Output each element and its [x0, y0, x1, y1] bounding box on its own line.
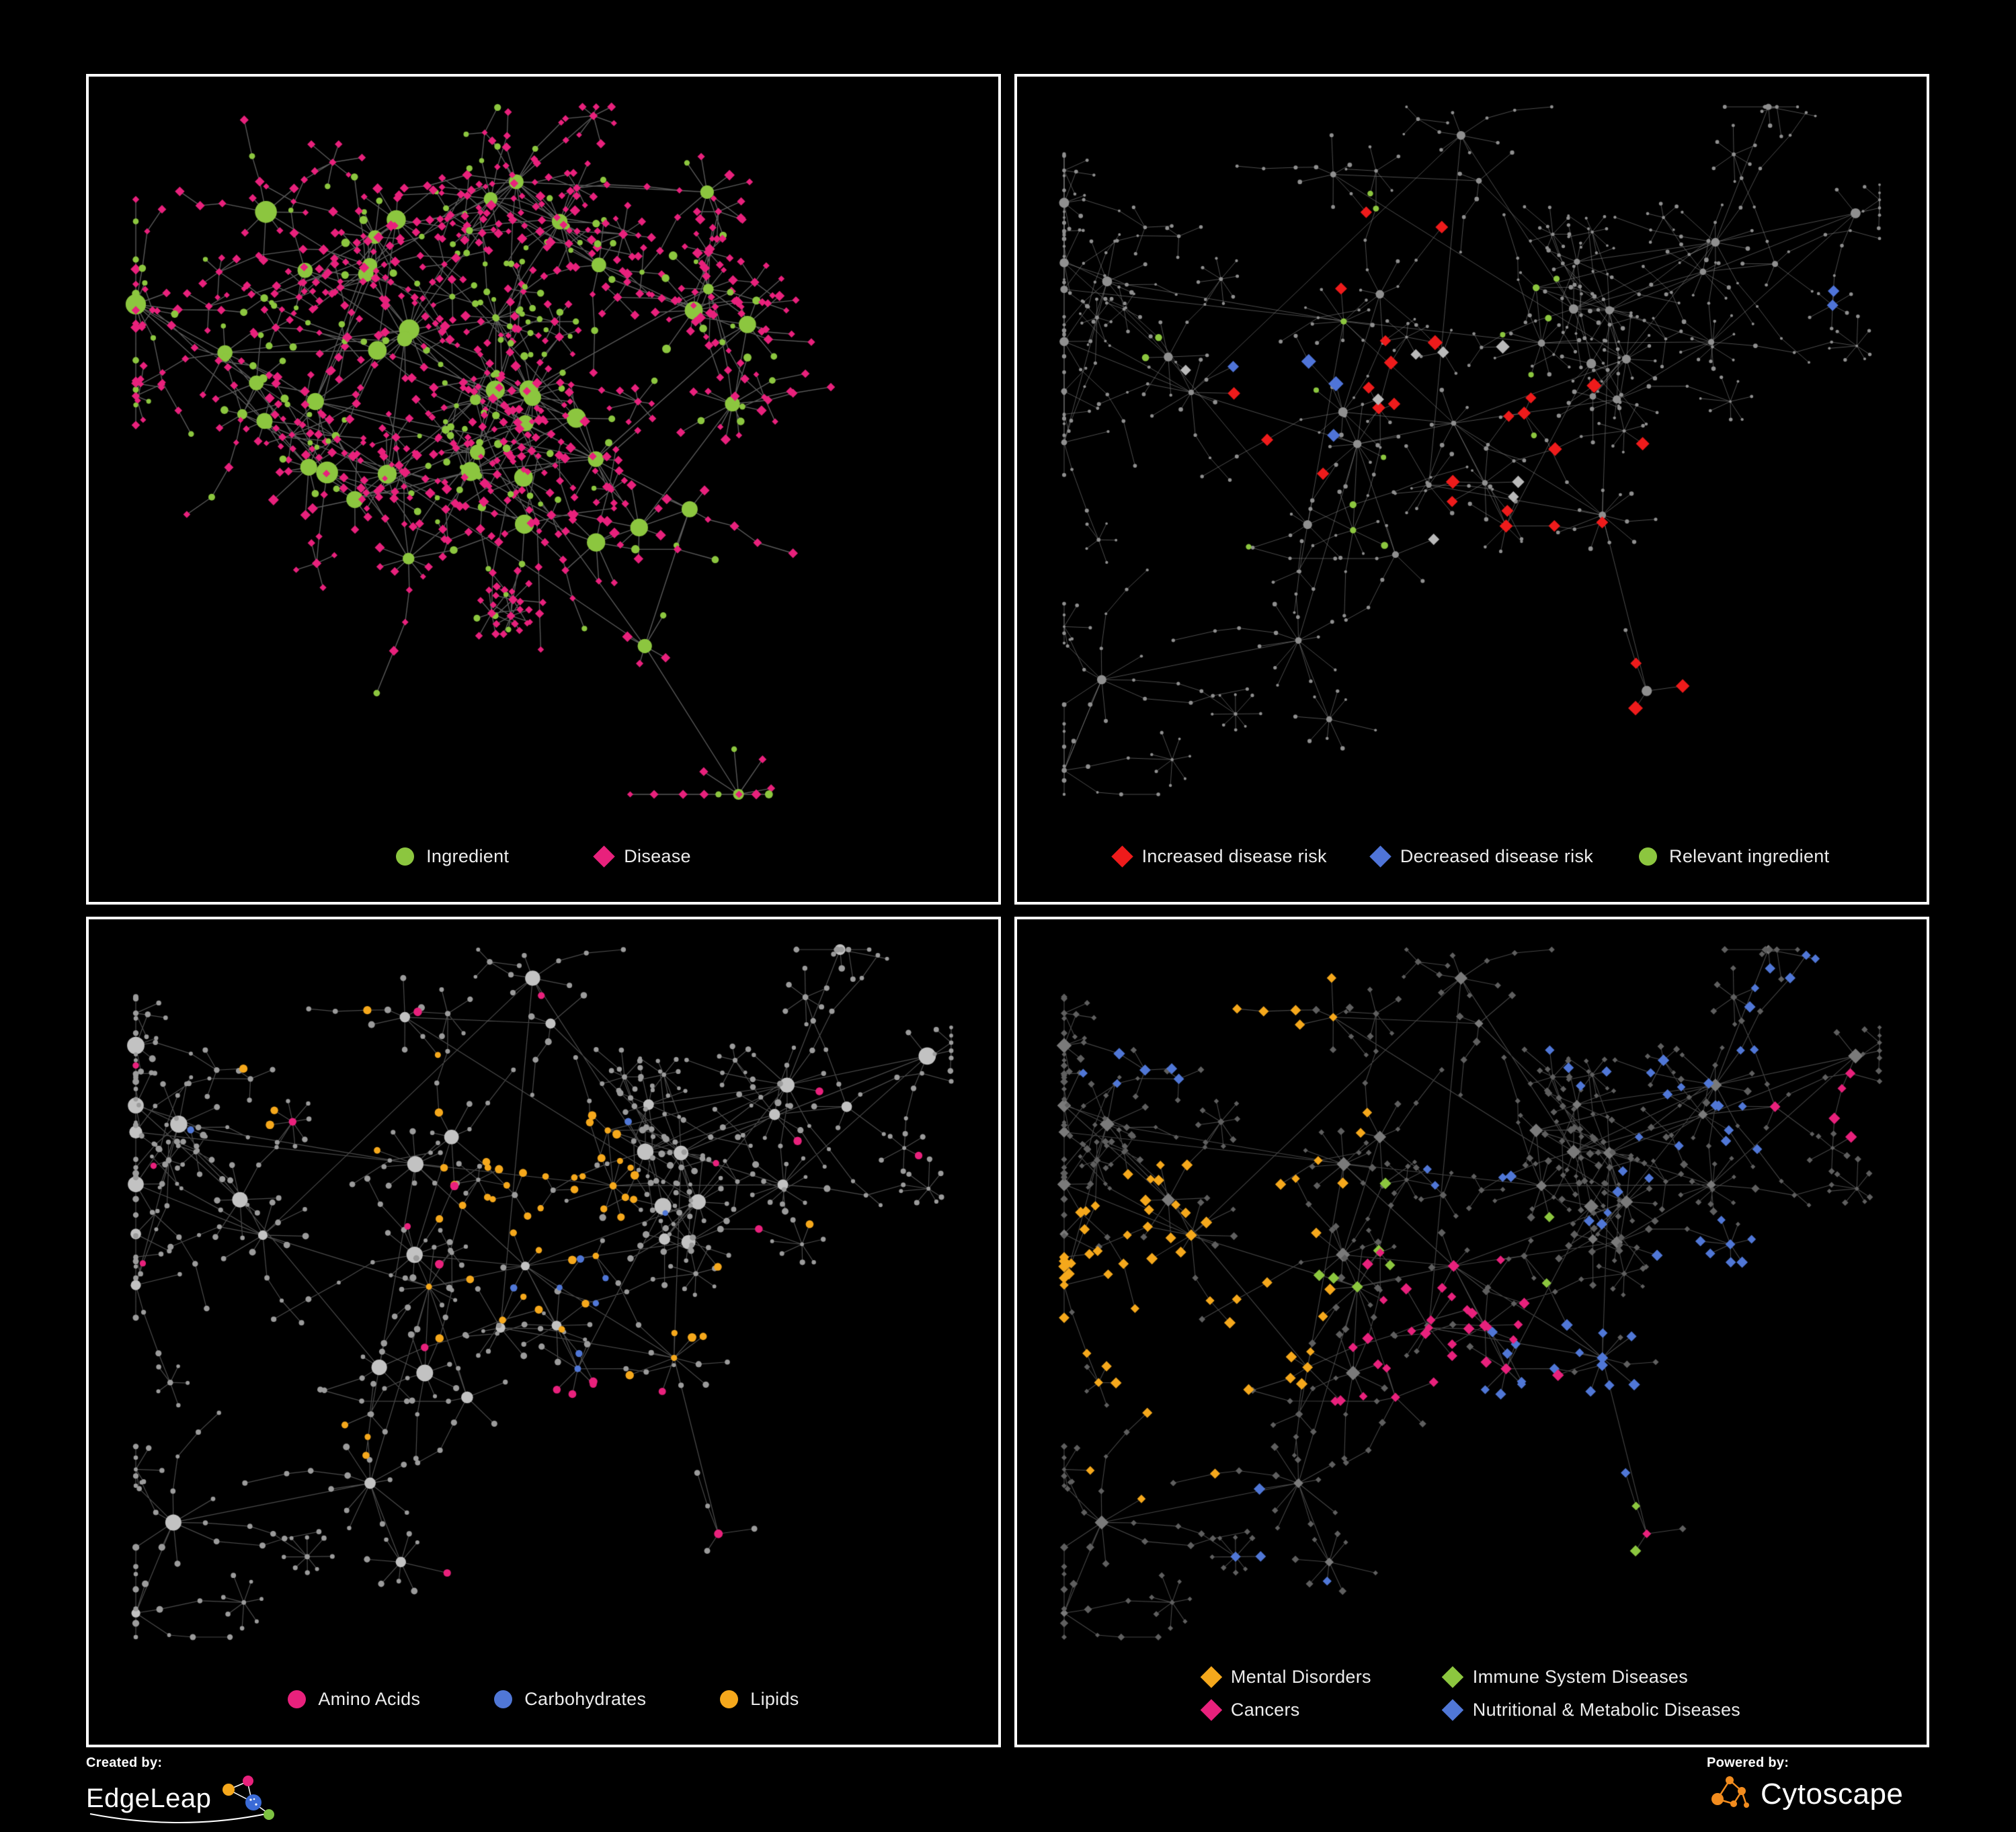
cancers-swatch-icon	[1200, 1699, 1222, 1721]
legend-item-disease: Disease	[593, 845, 691, 868]
legend-item-ingredient: Ingredient	[396, 846, 509, 867]
mental-disorders-swatch-icon	[1200, 1666, 1222, 1688]
cytoscape-credit: Powered by: Cytoscape	[1707, 1755, 1929, 1817]
legend-disease-risk: Increased disease risk Decreased disease…	[1017, 845, 1927, 868]
edgeleap-credit: Created by: EdgeLeap	[86, 1755, 288, 1832]
cytoscape-node	[1726, 1776, 1734, 1784]
nutritional-metabolic-swatch-icon	[1442, 1699, 1464, 1721]
legend-label: Carbohydrates	[524, 1689, 647, 1709]
cytoscape-node	[1744, 1802, 1749, 1808]
edgeleap-node-magenta	[243, 1776, 253, 1786]
network-canvas-macronutrients	[89, 919, 998, 1745]
legend-item-immune-diseases: Immune System Diseases	[1442, 1666, 1740, 1688]
cytoscape-node	[1730, 1800, 1737, 1807]
legend-label: Decreased disease risk	[1400, 846, 1594, 866]
disease-swatch-icon	[593, 845, 615, 868]
legend-item-relevant-ingredient: Relevant ingredient	[1639, 846, 1829, 867]
powered-by-label: Powered by:	[1707, 1755, 1789, 1770]
legend-item-cancers: Cancers	[1200, 1699, 1371, 1721]
legend-label: Mental Disorders	[1230, 1667, 1371, 1687]
edgeleap-logo: EdgeLeap	[86, 1776, 274, 1823]
amino-acids-swatch-icon	[288, 1690, 307, 1708]
legend-disease-categories: Mental Disorders Immune System Diseases …	[1200, 1666, 1741, 1721]
network-canvas-disease-categories	[1017, 919, 1927, 1745]
legend-item-decreased-risk: Decreased disease risk	[1369, 845, 1594, 868]
lipids-swatch-icon	[720, 1690, 739, 1708]
network-canvas-ingredient-disease	[89, 77, 998, 902]
edgeleap-node-orange	[223, 1784, 235, 1796]
edgeleap-wordmark: EdgeLeap	[86, 1784, 211, 1813]
edgeleap-node-blue	[245, 1794, 261, 1810]
increased-risk-swatch-icon	[1111, 845, 1133, 868]
cytoscape-node	[1711, 1793, 1724, 1805]
panel-disease-risk: Increased disease risk Decreased disease…	[1014, 74, 1929, 905]
panel-disease-categories: Mental Disorders Immune System Diseases …	[1014, 917, 1929, 1747]
legend-item-nutritional-metabolic: Nutritional & Metabolic Diseases	[1442, 1699, 1741, 1721]
legend-item-amino-acids: Amino Acids	[288, 1689, 420, 1710]
cytoscape-logo: Cytoscape	[1711, 1776, 1903, 1810]
relevant-ingredient-swatch-icon	[1639, 847, 1658, 866]
legend-label: Cancers	[1230, 1700, 1300, 1720]
decreased-risk-swatch-icon	[1369, 845, 1392, 868]
legend-label: Nutritional & Metabolic Diseases	[1472, 1700, 1741, 1720]
carbohydrates-swatch-icon	[494, 1690, 513, 1708]
panel-grid: Ingredient Disease Increased disease ris…	[86, 74, 1929, 1747]
ingredient-swatch-icon	[396, 847, 415, 866]
cytoscape-node	[1738, 1787, 1746, 1795]
legend-item-carbohydrates: Carbohydrates	[494, 1689, 646, 1710]
legend-label: Disease	[624, 846, 691, 866]
legend-item-lipids: Lipids	[720, 1689, 799, 1710]
edgeleap-node-green	[264, 1809, 274, 1820]
legend-item-mental-disorders: Mental Disorders	[1200, 1666, 1371, 1688]
immune-diseases-swatch-icon	[1442, 1666, 1464, 1688]
legend-label: Immune System Diseases	[1472, 1667, 1689, 1687]
created-by-label: Created by:	[86, 1755, 163, 1770]
legend-label: Ingredient	[426, 846, 510, 866]
panel-ingredient-disease: Ingredient Disease	[86, 74, 1001, 905]
legend-macronutrients: Amino Acids Carbohydrates Lipids	[89, 1689, 998, 1710]
legend-ingredient-disease: Ingredient Disease	[89, 845, 998, 868]
legend-label: Relevant ingredient	[1669, 846, 1830, 866]
legend-label: Amino Acids	[318, 1689, 421, 1709]
panel-macronutrients: Amino Acids Carbohydrates Lipids	[86, 917, 1001, 1747]
legend-label: Lipids	[750, 1689, 799, 1709]
cytoscape-wordmark: Cytoscape	[1761, 1778, 1903, 1810]
legend-label: Increased disease risk	[1141, 846, 1327, 866]
network-canvas-disease-risk	[1017, 77, 1927, 902]
legend-item-increased-risk: Increased disease risk	[1111, 845, 1327, 868]
